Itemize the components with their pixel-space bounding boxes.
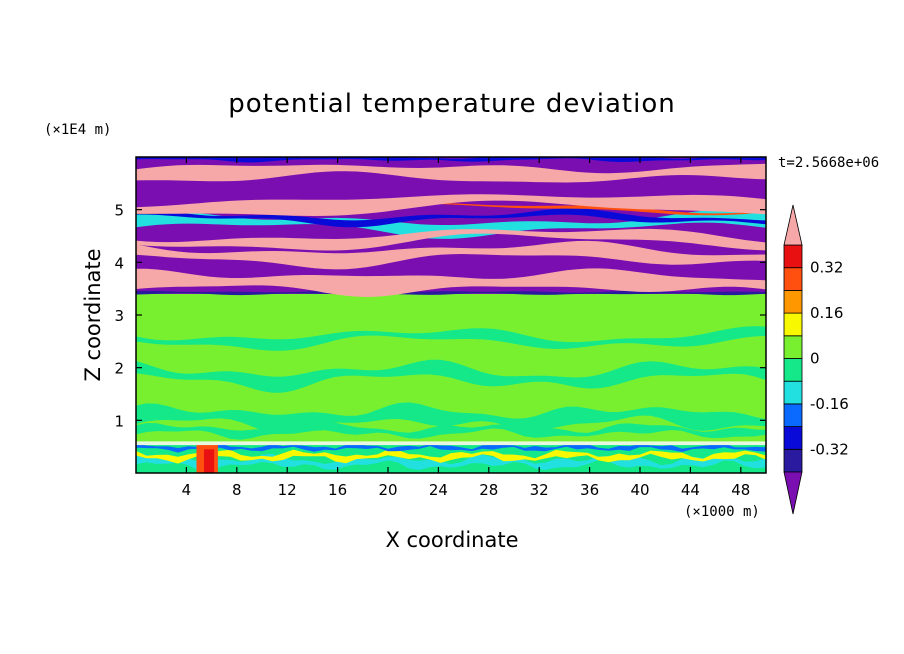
colorbar-swatch <box>783 403 803 427</box>
x-tick-label: 12 <box>278 481 297 499</box>
field-pink-band-2 <box>136 240 766 270</box>
field-blue-top <box>136 157 766 163</box>
y-tick-label: 5 <box>114 202 124 220</box>
x-tick-label: 44 <box>681 481 700 499</box>
x-tick-label: 40 <box>630 481 649 499</box>
colorbar-tick-label: 0.32 <box>810 259 843 277</box>
field-blue-band <box>136 208 766 228</box>
colorbar-swatch <box>783 244 803 269</box>
field-red-plume <box>204 449 215 473</box>
time-label: t=2.5668e+06 <box>778 155 879 171</box>
y-tick-label: 4 <box>114 254 124 272</box>
colorbar-tick-label: 0 <box>810 350 820 368</box>
x-tick-label: 24 <box>429 481 448 499</box>
colorbar-swatch <box>783 380 803 405</box>
field-navy-edge <box>136 290 766 296</box>
colorbar-tick-label: -0.32 <box>810 440 849 458</box>
x-tick-label: 4 <box>182 481 192 499</box>
plot-area <box>136 157 766 473</box>
colorbar-tick-label: -0.16 <box>810 395 849 413</box>
field-yellow-surface <box>136 449 766 464</box>
y-tick-label: 3 <box>114 307 124 325</box>
x-tick-label: 16 <box>328 481 347 499</box>
colorbar-swatch <box>783 267 803 291</box>
colorbar-swatch <box>783 312 803 337</box>
colorbar-swatch <box>783 358 803 382</box>
colorbar-under-arrow <box>783 471 803 515</box>
colorbar: 0.32 0.16 0 -0.16 -0.32 <box>783 204 849 515</box>
y-unit-label: (×1E4 m) <box>44 122 111 138</box>
field-green-band-mid <box>136 359 766 393</box>
y-tick-label: 1 <box>114 412 124 430</box>
field-green-band-upper <box>136 326 766 351</box>
x-tick-label: 36 <box>580 481 599 499</box>
colorbar-swatch <box>783 289 803 314</box>
colorbar-tick-label: 0.16 <box>810 304 843 322</box>
field-pale-strip <box>136 441 766 446</box>
field-pink-band-5 <box>136 163 766 183</box>
colorbar-swatch <box>783 448 803 473</box>
colorbar-swatch <box>783 426 803 450</box>
y-axis-label: Z coordinate <box>81 248 105 381</box>
chart-title: potential temperature deviation <box>228 89 675 119</box>
colorbar-over-arrow <box>783 204 803 246</box>
x-unit-label: (×1000 m) <box>684 504 760 520</box>
field-green-band-base <box>136 422 766 440</box>
field-blue-surface <box>136 443 766 453</box>
colorbar-swatch <box>783 335 803 359</box>
field-green-band-low <box>136 402 766 434</box>
x-tick-label: 48 <box>731 481 750 499</box>
x-axis-label: X coordinate <box>385 528 518 552</box>
field-pink-band-4 <box>136 194 766 216</box>
x-tick-label: 20 <box>378 481 397 499</box>
y-tick-label: 2 <box>114 360 124 378</box>
field-pink-band-1 <box>136 268 766 297</box>
field-pink-band-3 <box>136 228 766 251</box>
x-tick-label: 32 <box>530 481 549 499</box>
x-tick-label: 8 <box>232 481 242 499</box>
x-tick-label: 28 <box>479 481 498 499</box>
